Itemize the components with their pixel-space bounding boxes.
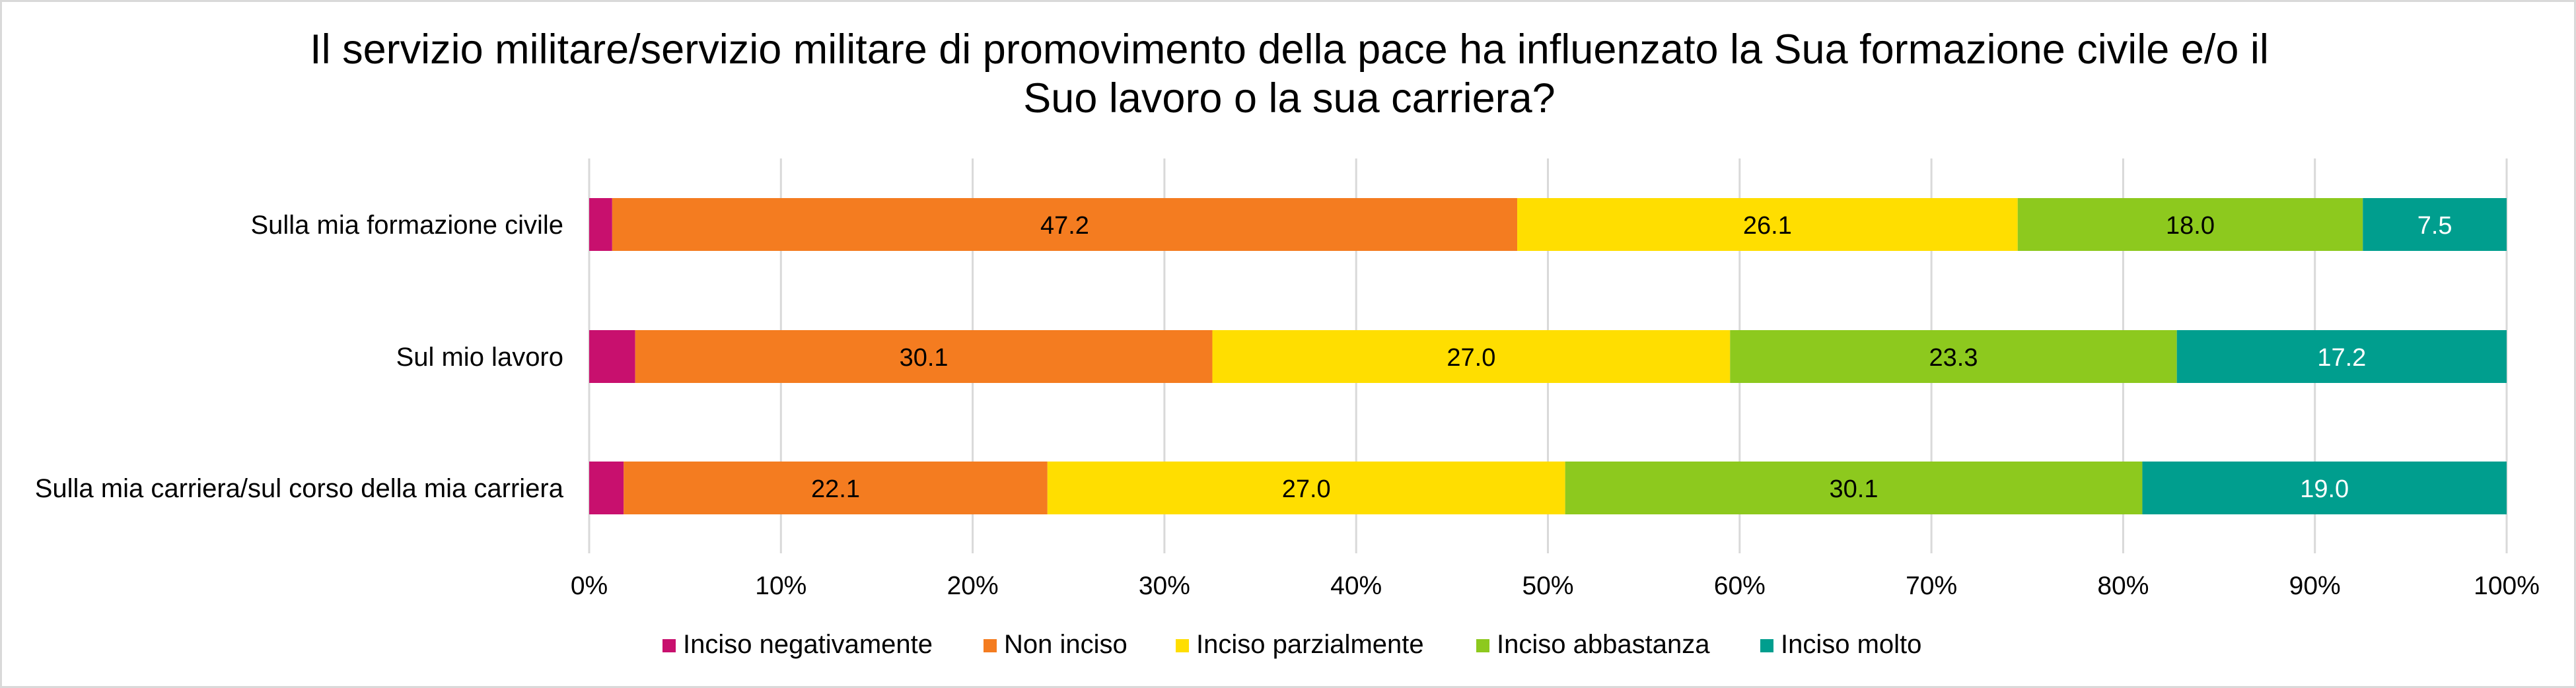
value-axis: 0% 10% 20% 30% 40% 50% 60% 70% 80% 90% 100% — [571, 572, 2540, 600]
data-label: 19.0 — [2300, 475, 2349, 503]
tick-label: 50% — [1522, 572, 1573, 600]
legend-swatch — [1476, 639, 1489, 652]
data-label: 30.1 — [900, 344, 948, 372]
data-label: 17.2 — [2317, 344, 2366, 372]
legend-item: Inciso negativamente — [662, 630, 933, 659]
category-label: Sulla mia carriera/sul corso della mia c… — [35, 474, 564, 503]
legend-swatch — [1760, 639, 1773, 652]
legend-swatch — [662, 639, 676, 652]
bar-segment — [635, 330, 1213, 383]
data-label: 27.0 — [1447, 344, 1495, 372]
tick-label: 80% — [2097, 572, 2149, 600]
bar-segment — [1730, 330, 2177, 383]
data-label: 27.0 — [1282, 475, 1331, 503]
data-label: 30.1 — [1830, 475, 1878, 503]
bar-segment — [2176, 330, 2507, 383]
tick-label: 0% — [571, 572, 608, 600]
tick-label: 40% — [1330, 572, 1382, 600]
bar-segment — [2142, 462, 2507, 514]
legend-label: Inciso molto — [1781, 630, 1921, 659]
data-label: 18.0 — [2166, 212, 2215, 240]
tick-label: 10% — [755, 572, 806, 600]
legend-label: Inciso abbastanza — [1497, 630, 1710, 659]
category-axis: Sulla mia formazione civile Sul mio lavo… — [35, 211, 564, 503]
legend-item: Non inciso — [984, 630, 1127, 659]
bar-segment — [1212, 330, 1731, 383]
category-label: Sul mio lavoro — [396, 343, 563, 372]
tick-label: 20% — [947, 572, 999, 600]
legend-item: Inciso abbastanza — [1476, 630, 1710, 659]
tick-label: 60% — [1714, 572, 1766, 600]
legend-label: Inciso parzialmente — [1196, 630, 1424, 659]
legend: Inciso negativamente Non inciso Inciso par… — [662, 630, 1921, 659]
bar-segment — [1517, 198, 2018, 251]
chart-title: Il servizio militare/servizio militare d… — [310, 26, 2269, 121]
bars — [589, 198, 2507, 514]
legend-item: Inciso molto — [1760, 630, 1921, 659]
chart-title-line-2: Suo lavoro o la sua carriera? — [1023, 75, 1555, 121]
bar-segment — [2017, 198, 2363, 251]
category-label: Sulla mia formazione civile — [250, 211, 563, 240]
tick-label: 100% — [2474, 572, 2540, 600]
tick-label: 90% — [2289, 572, 2341, 600]
legend-item: Inciso parzialmente — [1176, 630, 1424, 659]
bar-segment — [1047, 462, 1565, 514]
data-label: 22.1 — [811, 475, 860, 503]
legend-label: Inciso negativamente — [683, 630, 933, 659]
bar-segment — [589, 198, 612, 251]
bar-segment — [1565, 462, 2143, 514]
legend-swatch — [1176, 639, 1189, 652]
bar-segment — [624, 462, 1048, 514]
tick-label: 70% — [1906, 572, 1957, 600]
data-label: 23.3 — [1929, 344, 1978, 372]
legend-swatch — [984, 639, 997, 652]
tick-label: 30% — [1139, 572, 1190, 600]
data-label: 47.2 — [1040, 212, 1089, 240]
data-labels: 47.2 26.1 18.0 7.5 30.1 27.0 23.3 17.2 22.1 27.0 3… — [811, 212, 2452, 503]
bar-segment — [589, 330, 635, 383]
bar-segment — [2363, 198, 2507, 251]
data-label: 7.5 — [2417, 212, 2452, 240]
chart-title-line-1: Il servizio militare/servizio militare d… — [310, 26, 2269, 73]
data-label: 26.1 — [1743, 212, 1792, 240]
bar-segment — [589, 462, 624, 514]
legend-label: Non inciso — [1004, 630, 1127, 659]
bar-segment — [612, 198, 1518, 251]
